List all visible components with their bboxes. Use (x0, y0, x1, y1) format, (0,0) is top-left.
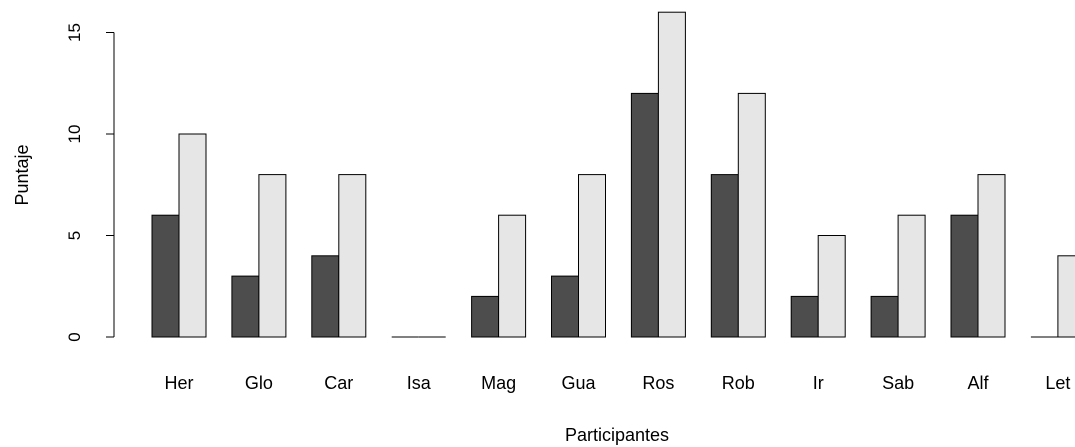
bar (977, 174, 1006, 338)
bar (897, 214, 926, 338)
bar (498, 214, 527, 338)
y-tick-label: 0 (65, 332, 84, 341)
x-tick-label: Alf (967, 373, 989, 393)
x-tick-label: Rob (722, 373, 755, 393)
y-axis: 0 5 10 15 (65, 23, 115, 342)
x-axis-labels: Her Glo Car Isa Mag Gua Ros Rob Ir Sab Alf Let (164, 373, 1070, 393)
x-tick-label: Her (164, 373, 193, 393)
bar (710, 174, 739, 338)
x-tick-label: Sab (882, 373, 914, 393)
x-tick-label: Isa (407, 373, 432, 393)
bar (870, 295, 899, 338)
bar (578, 174, 606, 338)
x-tick-label: Ir (813, 373, 824, 393)
bar (1057, 255, 1075, 338)
bar (338, 174, 367, 338)
bar (950, 214, 979, 338)
x-tick-label: Glo (245, 373, 273, 393)
bar (790, 295, 819, 338)
bar (630, 92, 659, 338)
y-tick-label: 15 (65, 23, 84, 42)
bar (231, 275, 260, 338)
y-tick-label: 5 (65, 231, 84, 240)
x-axis-title: Participantes (565, 425, 669, 445)
bars (151, 11, 1075, 338)
bar (178, 133, 207, 338)
x-tick-label: Gua (561, 373, 596, 393)
bar (471, 295, 500, 338)
bar (657, 11, 686, 338)
x-tick-label: Car (324, 373, 353, 393)
bar (551, 275, 579, 338)
x-tick-label: Ros (642, 373, 674, 393)
bar (258, 174, 287, 338)
bar (817, 235, 846, 338)
bar (151, 214, 180, 338)
x-tick-label: Mag (481, 373, 516, 393)
bar (311, 255, 340, 338)
y-tick-label: 10 (65, 125, 84, 144)
y-axis-title: Puntaje (12, 144, 32, 205)
bar (737, 92, 766, 338)
x-tick-label: Let (1045, 373, 1070, 393)
